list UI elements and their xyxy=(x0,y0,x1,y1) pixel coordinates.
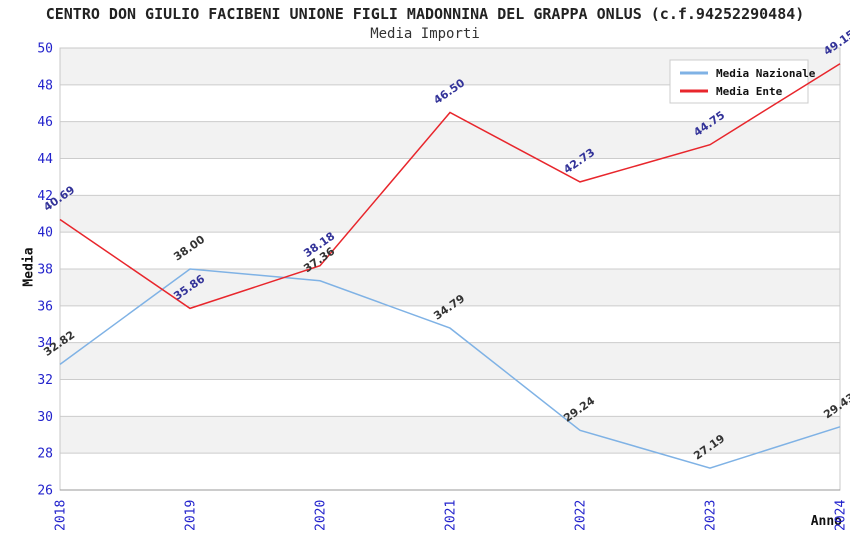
y-tick-label: 38 xyxy=(37,263,53,278)
plot-band xyxy=(60,195,840,233)
x-tick-label: 2023 xyxy=(704,500,719,531)
series-line-media-ente xyxy=(59,63,841,310)
legend-box xyxy=(669,59,809,104)
y-tick-label: 40 xyxy=(37,226,53,241)
plot-band xyxy=(60,342,840,380)
y-tick-label: 46 xyxy=(37,115,53,130)
x-tick-label: 2022 xyxy=(574,500,589,531)
chart-title: CENTRO DON GIULIO FACIBENI UNIONE FIGLI … xyxy=(45,5,805,23)
x-tick-label: 2019 xyxy=(184,500,199,531)
x-tick-label: 2020 xyxy=(314,500,329,531)
y-tick-label: 34 xyxy=(37,336,53,351)
plot-band xyxy=(60,269,840,306)
chart-subtitle: Media Importi xyxy=(370,26,480,42)
legend-label: Media Nazionale xyxy=(716,67,816,80)
y-tick-label: 32 xyxy=(37,373,53,388)
y-tick-label: 30 xyxy=(37,410,53,425)
plot-band xyxy=(60,121,840,159)
y-tick-label: 26 xyxy=(37,484,53,499)
x-tick-label: 2024 xyxy=(834,500,849,531)
legend-label: Media Ente xyxy=(716,85,783,98)
x-tick-label: 2018 xyxy=(54,500,69,531)
series-line-media-nazionale xyxy=(59,268,841,469)
y-tick-label: 36 xyxy=(37,299,53,314)
y-tick-label: 48 xyxy=(37,78,53,93)
y-tick-label: 50 xyxy=(37,42,53,57)
x-axis-title: Anno xyxy=(810,514,842,529)
plot-band xyxy=(60,416,840,454)
x-tick-label: 2021 xyxy=(444,500,459,531)
y-tick-label: 42 xyxy=(37,189,53,204)
data-label: 38.00 xyxy=(171,233,207,264)
y-tick-label: 44 xyxy=(37,152,53,167)
y-tick-label: 28 xyxy=(37,447,53,462)
